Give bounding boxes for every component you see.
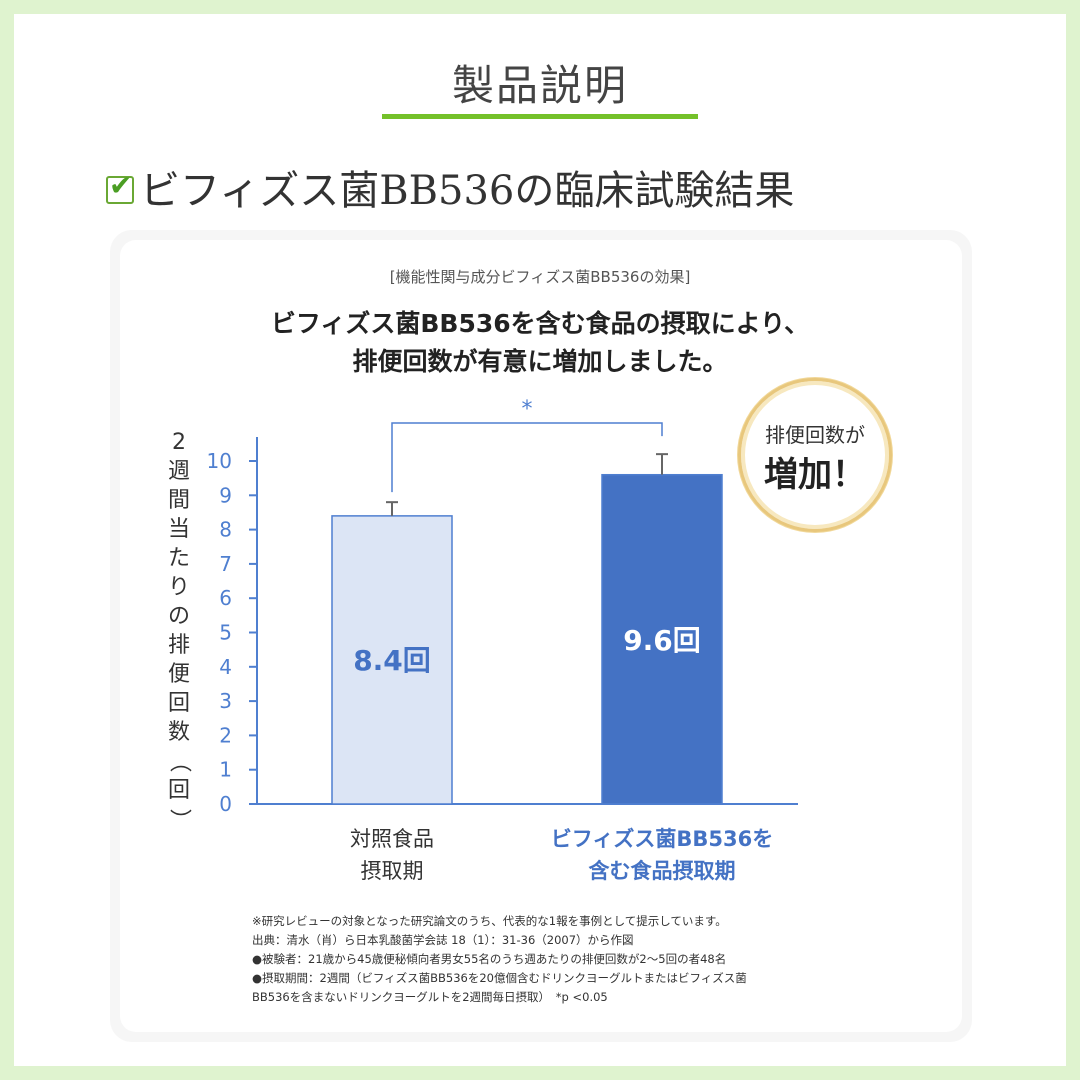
- y-axis-label-char: 間: [167, 488, 190, 513]
- y-axis-label-char: 回: [167, 778, 190, 803]
- y-axis-label-char: 2: [172, 430, 186, 455]
- heading-text: ビフィズス菌BB536の臨床試験結果: [140, 168, 795, 214]
- bar-2: [601, 473, 723, 805]
- x-category-label: 対照食品: [350, 827, 434, 851]
- significance-mark: *: [522, 397, 533, 422]
- chart-label: [機能性関与成分ビフィズス菌BB536の効果]: [389, 268, 691, 286]
- y-tick-label: 10: [207, 449, 232, 473]
- y-axis-label-char: 排: [167, 633, 190, 658]
- footnotes: ※研究レビューの対象となった研究論文のうち、代表的な1報を事例として提示していま…: [252, 912, 892, 1007]
- title-underline: [382, 114, 698, 119]
- y-axis-label-char: 数: [167, 720, 190, 745]
- check-mark: ✔: [109, 169, 133, 202]
- chart-title-line-2: 排便回数が有意に増加しました。: [352, 347, 728, 376]
- y-tick-label: 1: [219, 758, 232, 782]
- x-category-label: 摂取期: [361, 859, 424, 883]
- increase-stamp: 排便回数が 増加！: [738, 378, 892, 532]
- value-label: 8.4回: [353, 644, 431, 677]
- y-tick-label: 3: [219, 689, 232, 713]
- y-tick-label: 9: [219, 483, 232, 507]
- x-category-label: ビフィズス菌BB536を: [551, 827, 773, 851]
- footnote-line: BB536を含まないドリンクヨーグルトを2週間毎日摂取） *p <0.05: [252, 990, 608, 1004]
- footnote-line: ●被験者：21歳から45歳便秘傾向者男女55名のうち週あたりの排便回数が2〜5回…: [252, 952, 727, 966]
- chart-card-inner: [120, 240, 962, 1032]
- y-axis-label-char: 週: [167, 459, 190, 484]
- y-tick-label: 8: [219, 518, 232, 542]
- bar-1: [331, 515, 453, 805]
- y-axis-label-char: 便: [167, 662, 190, 687]
- chart-title-line-1: ビフィズス菌BB536を含む食品の摂取により、: [270, 309, 810, 338]
- chart-card: [110, 230, 972, 1042]
- y-axis-label-char: た: [167, 546, 190, 571]
- y-tick-label: 7: [219, 552, 232, 576]
- value-label: 9.6回: [623, 624, 701, 657]
- stamp-line-2: 増加！: [764, 455, 866, 495]
- significance-bracket: [391, 422, 663, 493]
- footnote-line: ●摂取期間：2週間（ビフィズス菌BB536を20億個含むドリンクヨーグルトまたは…: [252, 971, 747, 985]
- y-axis-label-char: 当: [167, 517, 190, 542]
- y-tick-label: 6: [219, 586, 232, 610]
- y-tick-label: 0: [219, 792, 232, 816]
- y-axis-label: 2 週間当たりの排便回数（回）: [164, 428, 194, 834]
- y-axis-label-char: 回: [167, 691, 190, 716]
- y-tick-label: 5: [219, 621, 232, 645]
- footnote-line: 出典：清水（肖）ら日本乳酸菌学会誌 18（1）：31-36（2007）から作図: [252, 933, 634, 947]
- y-tick-label: 2: [219, 723, 232, 747]
- chart-heading: ✔ ビフィズス菌BB536の臨床試験結果: [106, 158, 1006, 216]
- footnote-line: ※研究レビューの対象となった研究論文のうち、代表的な1報を事例として提示していま…: [252, 914, 727, 928]
- y-tick-label: 4: [219, 655, 232, 679]
- y-axis-label-char: の: [167, 604, 190, 629]
- stamp-line-1: 排便回数が: [765, 423, 865, 447]
- checkbox-icon: ✔: [106, 169, 134, 204]
- section-title: 製品説明: [451, 61, 628, 110]
- y-axis-label-char: り: [167, 575, 190, 600]
- x-category-label: 含む食品摂取期: [589, 859, 736, 883]
